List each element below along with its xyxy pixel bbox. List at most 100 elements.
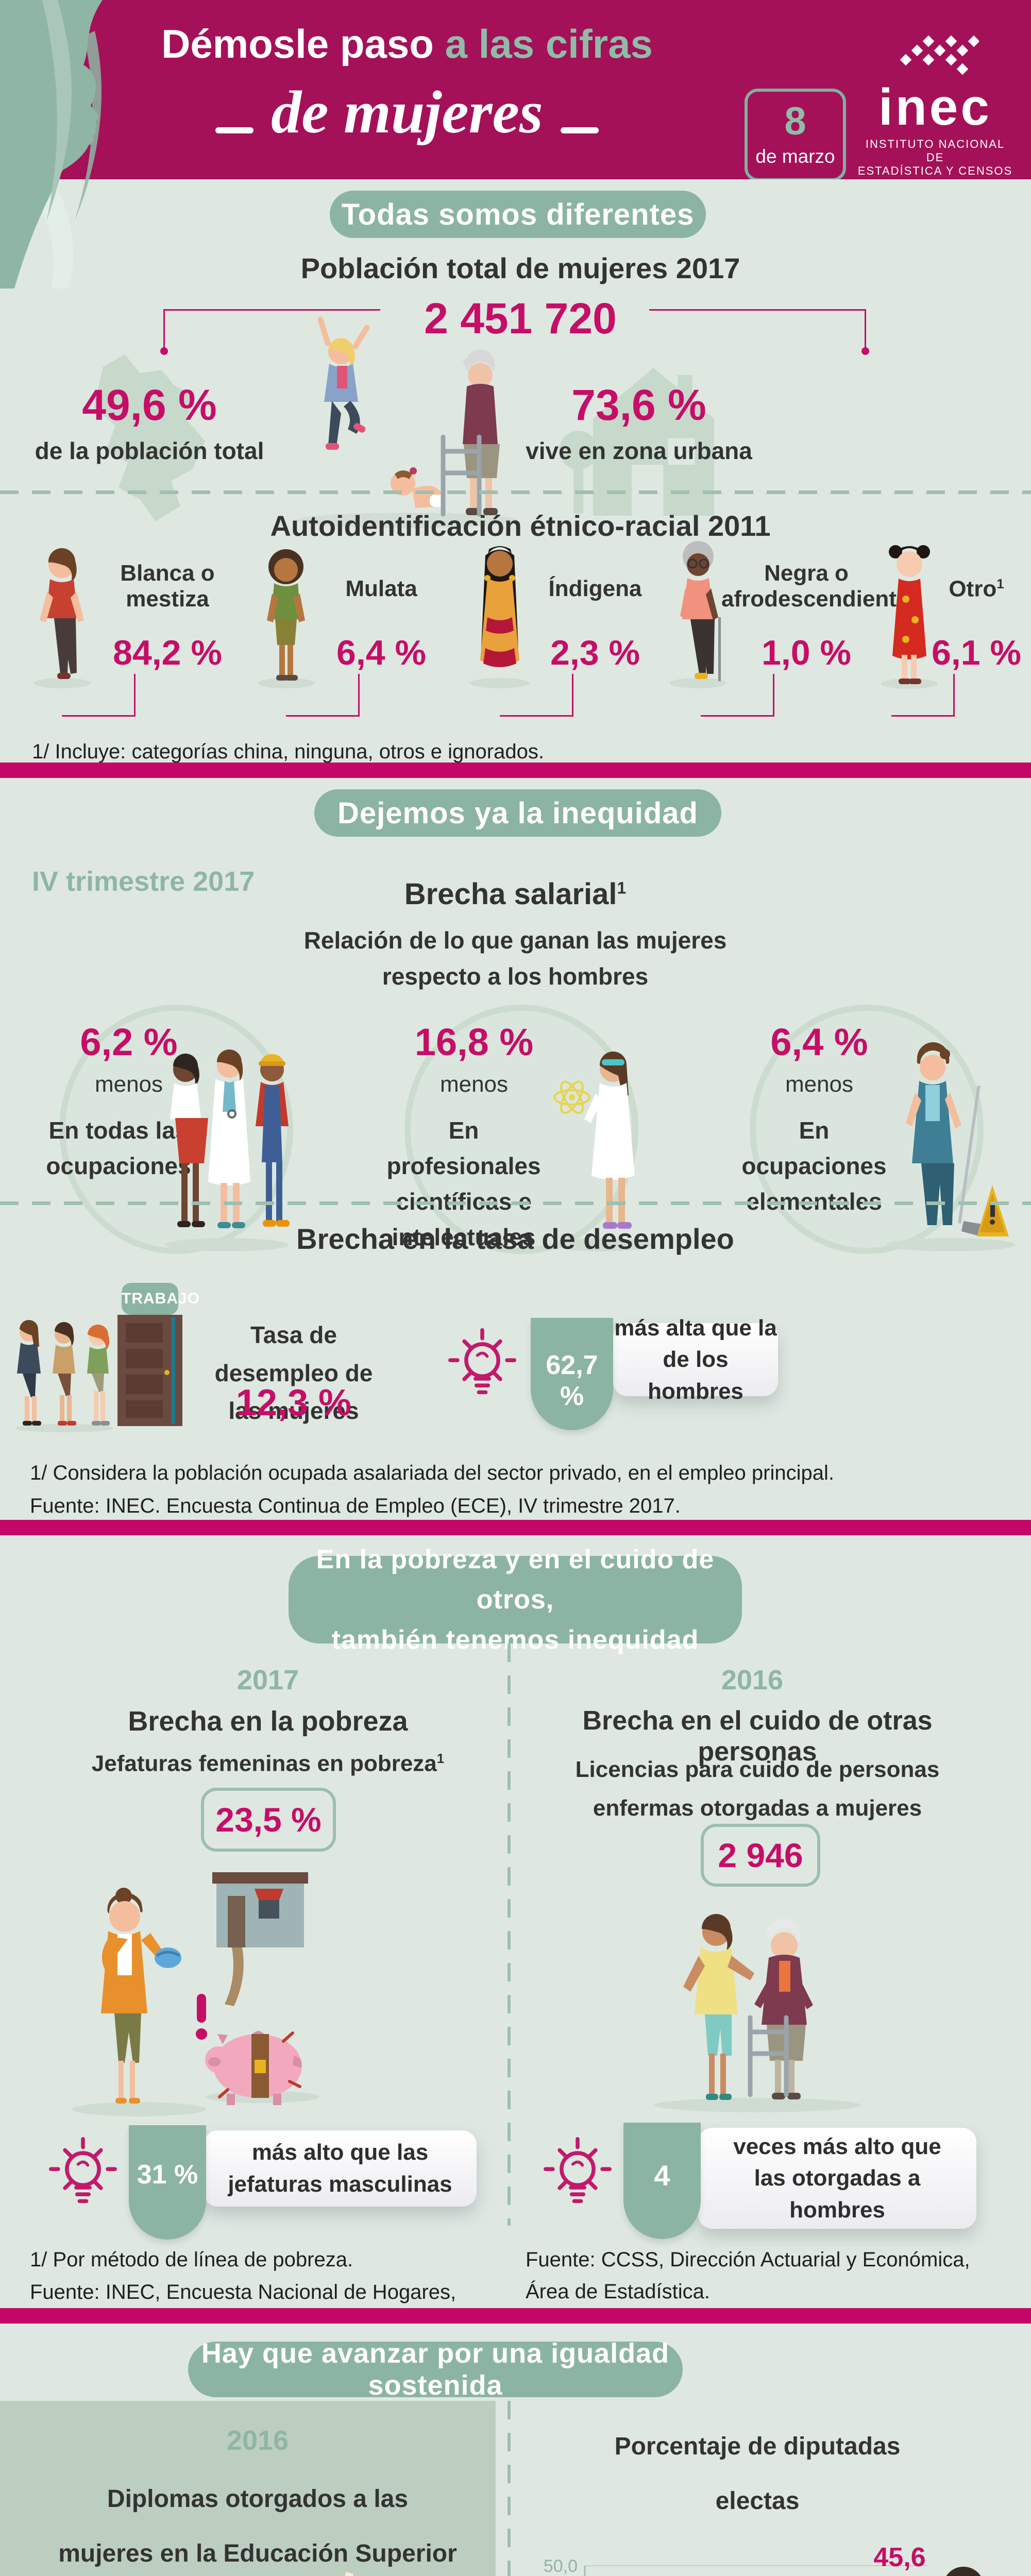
ethnic-figure-indigena-icon	[470, 546, 530, 688]
section-poverty-care: En la pobreza y en el cuido de otros, ta…	[0, 1535, 1031, 2335]
main-title-line2: de mujeres	[93, 77, 721, 147]
ethnic-connector-4	[701, 674, 774, 717]
unemployment-highlight-ribbon: 62,7 %	[531, 1318, 613, 1430]
unemployment-heading: Brecha en la tasa de desempleo	[296, 1223, 734, 1255]
title-green: a las cifras	[445, 21, 653, 66]
section3-title-pill: En la pobreza y en el cuido de otros, ta…	[289, 1545, 742, 1655]
population-right-label: vive en zona urbana	[526, 437, 752, 464]
ethnic-figure-blanca-icon	[33, 548, 90, 688]
woman-silhouette-icon	[0, 0, 103, 289]
logo-wordmark: inec	[878, 78, 992, 136]
care-highlight-ribbon: 4	[623, 2123, 701, 2239]
wage-gap-qualifier-1: menos	[94, 1072, 163, 1097]
main-title-line1: Démosle paso a las cifras	[93, 21, 721, 67]
population-right-value: 73,6 %	[571, 381, 706, 429]
costa-rica-map-icon	[94, 354, 205, 521]
jumping-woman	[317, 316, 370, 450]
poverty-highlight-ribbon: 31 %	[129, 2125, 206, 2240]
svg-text:45,6: 45,6	[873, 2545, 925, 2572]
poverty-highlight-card: más alto que las jefaturas masculinas	[204, 2130, 477, 2207]
wage-gap-sub1: Relación de lo que ganan las mujeres	[303, 927, 727, 954]
ethnic-label-2: Mulata	[345, 576, 417, 601]
ethnic-figure-otro-icon	[881, 545, 938, 689]
title-script: de mujeres	[271, 78, 543, 146]
cleaner-illustration	[886, 1042, 1015, 1251]
queue-women-illustration	[15, 1320, 113, 1432]
ethnic-value-3: 2,3 %	[550, 633, 640, 672]
wage-gap-value-2: 16,8 %	[414, 1021, 534, 1063]
wage-gap-qualifier-3: menos	[785, 1072, 854, 1097]
poverty-illustration	[72, 1872, 319, 2116]
svg-text:38,6: 38,6	[726, 2571, 778, 2576]
population-left-value: 49,6 %	[82, 381, 217, 429]
bracket-right-drop	[865, 309, 866, 348]
svg-text:50,0: 50,0	[544, 2556, 578, 2576]
date-badge: 8 de marzo	[745, 89, 846, 181]
trabajo-sign: TRABAJO	[122, 1283, 199, 1315]
wage-gap-sub2: respecto a los hombres	[382, 963, 649, 990]
divider-bar-3	[0, 2308, 1031, 2324]
ethnic-connector-5	[891, 674, 955, 717]
svg-text:38,6: 38,6	[654, 2571, 706, 2576]
care-highlight-value: 4	[654, 2159, 670, 2192]
care-heading: Brecha en el cuido de otras personas	[582, 1706, 933, 1767]
section-equality: Hay que avanzar por una igualdad sosteni…	[0, 2324, 1031, 2576]
title-white: Démosle paso	[161, 21, 434, 66]
section3-title-line2: también tenemos inequidad	[331, 1625, 699, 1655]
classroom-wall	[0, 2401, 496, 2576]
ethnic-figure-mulata-icon	[258, 549, 314, 688]
inec-logo: inec INSTITUTO NACIONAL DE ESTADÍSTICA Y…	[855, 25, 1015, 178]
poverty-value: 23,5 %	[215, 1801, 322, 1839]
unemployment-highlight-card: más alta que la de los hombres	[613, 1315, 778, 1404]
wage-gap-heading: Brecha salarial1	[404, 877, 627, 911]
door-icon	[117, 1315, 182, 1426]
deputies-heading: Porcentaje de diputadas electas	[614, 2433, 901, 2515]
lightbulb-icon-unemployment	[448, 1325, 516, 1398]
column-dashed-separator	[508, 1643, 511, 2226]
population-illustration	[296, 316, 518, 528]
divider-bar-2	[0, 1520, 1031, 1535]
inec-arrow-icon	[900, 35, 980, 75]
poverty-heading: Brecha en la pobreza	[128, 1706, 408, 1737]
ethnic-label-1: Blanca o mestiza	[120, 561, 215, 612]
population-heading: Población total de mujeres 2017	[300, 252, 740, 284]
care-illustration	[654, 1913, 860, 2112]
ethnic-value-2: 6,4 %	[336, 633, 426, 672]
dashed-divider-ethnic	[0, 490, 1031, 494]
badge-month: de marzo	[755, 146, 835, 167]
equality-dashed-separator	[508, 2401, 511, 2576]
dash-decoration-left	[215, 127, 254, 133]
ethnic-value-5: 6,1 %	[932, 633, 1021, 672]
ethnic-connector-2	[286, 674, 360, 717]
care-subheading: Licencias para cuido de personas enferma…	[575, 1757, 940, 1821]
ethnic-connector-1	[62, 674, 136, 717]
care-value: 2 946	[718, 1836, 803, 1874]
poverty-footnote: 1/ Por método de línea de pobreza.	[30, 2248, 353, 2271]
unemployment-highlight-value: 62,7 %	[546, 1350, 598, 1411]
poverty-value-box: 23,5 %	[201, 1788, 336, 1852]
section4-title-pill: Hay que avanzar por una igualdad sosteni…	[188, 2338, 683, 2401]
ethnic-label-5: Otro1	[949, 576, 1004, 602]
logo-subtitle-1: INSTITUTO NACIONAL DE	[865, 138, 1005, 164]
ethnic-value-1: 84,2 %	[113, 633, 222, 672]
education-heading: Diplomas otorgados a las mujeres en la E…	[58, 2485, 457, 2567]
deputies-line-chart: 50,040,030,020,010,00,035,138,638,633,34…	[544, 2545, 927, 2576]
section-inequity: Dejemos ya la inequidad IV trimestre 201…	[0, 778, 1031, 1520]
period-label: IV trimestre 2017	[32, 866, 255, 897]
section3-title-line1: En la pobreza y en el cuido de otros,	[316, 1545, 715, 1615]
elderly-woman	[443, 349, 500, 515]
poverty-year: 2017	[236, 1665, 299, 1696]
dashed-divider-unemployment	[0, 1201, 1031, 1205]
care-year: 2016	[721, 1665, 784, 1696]
unemployment-value: 12,3 %	[235, 1382, 352, 1423]
bracket-right-line	[649, 309, 866, 311]
scientist-illustration	[553, 1051, 652, 1251]
header-band: Démosle paso a las cifras de mujeres 8 d…	[0, 0, 1031, 181]
badge-day: 8	[784, 99, 806, 143]
education-year: 2016	[226, 2425, 289, 2456]
occupations-women-illustration	[165, 1049, 290, 1251]
section4-title: Hay que avanzar por una igualdad sosteni…	[201, 2338, 670, 2401]
lightbulb-icon-care	[544, 2134, 612, 2207]
wage-gap-label-1: En todas las ocupaciones	[46, 1117, 191, 1179]
